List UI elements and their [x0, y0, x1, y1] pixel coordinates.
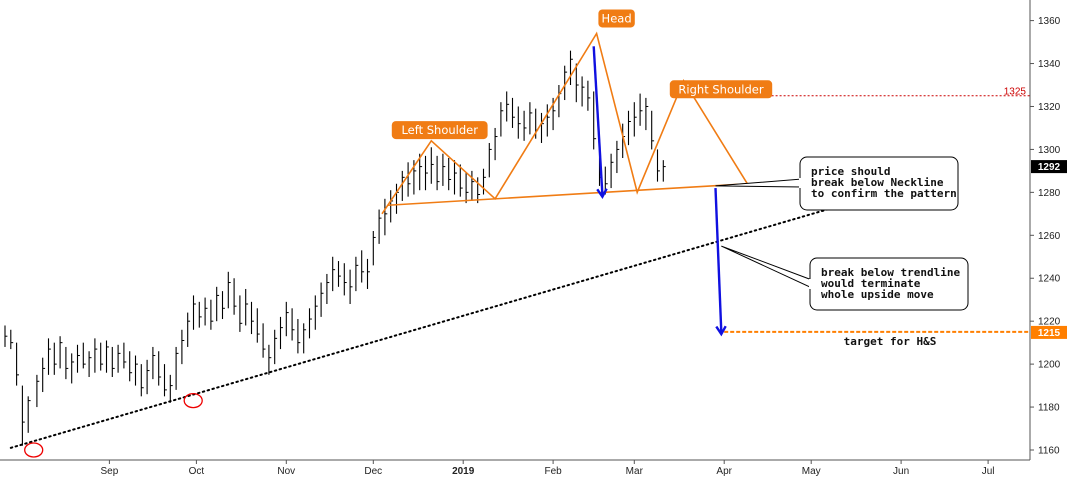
callout-text: price should	[811, 165, 890, 178]
callout-text: break below Neckline	[811, 176, 944, 189]
y-tick-label: 1240	[1038, 274, 1061, 285]
pattern-label-box	[598, 9, 635, 28]
y-tick-label: 1160	[1038, 446, 1060, 457]
pattern-label-box	[391, 121, 488, 140]
callout-text: whole upside move	[821, 288, 934, 301]
x-tick-label: Jul	[982, 466, 995, 477]
target-caption: target for H&S	[844, 335, 937, 348]
callout-text: to confirm the pattern	[811, 187, 957, 200]
x-tick-label: Feb	[544, 466, 562, 477]
target-price-label: 1215	[1038, 328, 1061, 339]
pattern-label: Head	[602, 11, 632, 25]
ohlc-bars	[4, 50, 666, 446]
pattern-label: Right Shoulder	[678, 82, 763, 96]
target-price-box	[1031, 325, 1067, 339]
pattern-label: Left Shoulder	[401, 123, 478, 137]
y-tick-label: 1360	[1038, 16, 1061, 27]
y-tick-label: 1260	[1038, 231, 1061, 242]
blue-arrow-shaft	[714, 188, 723, 333]
callout-pointer-mask	[799, 178, 803, 188]
highlight-circle	[183, 392, 203, 409]
y-tick-label: 1280	[1038, 188, 1061, 199]
y-tick-label: 1320	[1038, 102, 1061, 113]
callout-pointer-mask	[809, 279, 813, 289]
callout-text: break below trendline	[821, 266, 960, 279]
y-tick-label: 1200	[1038, 360, 1061, 371]
overlays: 1325 target for H&S Left Shoulder Head Right…	[9, 9, 1030, 458]
last-price-label: 1292	[1038, 162, 1061, 173]
callout-pointer	[715, 178, 803, 188]
x-tick-label: Apr	[716, 466, 732, 477]
callout-text: would terminate	[821, 277, 921, 290]
blue-arrow-head	[715, 325, 727, 337]
x-axis: Sep Oct Nov Dec 2019 Feb Mar Apr May Jun Jul	[0, 459, 1030, 477]
blue-arrow-head	[596, 188, 608, 199]
resistance-label: 1325	[1004, 87, 1027, 98]
x-tick-label: Oct	[189, 466, 205, 477]
x-tick-label: Dec	[364, 466, 382, 477]
x-tick-label: May	[802, 466, 821, 477]
y-axis: 1160 1180 1200 1220 1240 1260 1280 1300 1320 1340…	[1029, 0, 1067, 460]
pattern-label-box	[669, 80, 773, 99]
last-price-box	[1031, 160, 1067, 174]
y-tick-label: 1180	[1038, 403, 1060, 414]
y-tick-label: 1300	[1038, 145, 1061, 156]
x-tick-label: Mar	[626, 466, 644, 477]
y-tick-label: 1220	[1038, 317, 1061, 328]
neckline	[387, 182, 748, 207]
x-tick-label: Sep	[101, 466, 119, 477]
x-tick-label: Jun	[893, 466, 909, 477]
blue-arrow-shaft	[592, 46, 604, 195]
x-tick-label: 2019	[452, 466, 475, 477]
x-tick-label: Nov	[277, 466, 295, 477]
highlight-circle	[24, 442, 44, 458]
y-tick-label: 1340	[1038, 59, 1061, 70]
trendline	[9, 206, 836, 449]
callout-pointer	[721, 245, 813, 289]
